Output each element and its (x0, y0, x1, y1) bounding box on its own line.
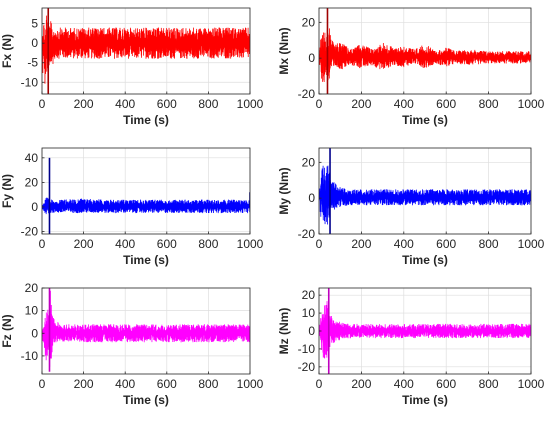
series-line-0 (319, 28, 531, 83)
y-axis-label: Fx (N) (0, 34, 14, 68)
x-tick-label: 800 (479, 237, 499, 251)
x-tick-label: 0 (39, 237, 46, 251)
x-tick-label: 600 (436, 237, 456, 251)
series-line-0 (319, 301, 531, 359)
x-axis-label: Time (s) (123, 253, 169, 267)
series-line-0 (42, 197, 250, 215)
y-axis-label: Mx (Nm) (277, 27, 291, 74)
x-tick-label: 1000 (237, 97, 264, 111)
x-tick-label: 600 (157, 237, 177, 251)
x-axis-label: Time (s) (123, 113, 169, 127)
x-tick-label: 800 (198, 97, 218, 111)
y-tick-label: -20 (298, 87, 316, 101)
x-tick-label: 600 (436, 97, 456, 111)
y-tick-label: 10 (25, 304, 39, 318)
axes-box (318, 7, 532, 95)
x-tick-label: 200 (351, 237, 371, 251)
x-tick-label: 200 (351, 97, 371, 111)
y-tick-label: 0 (31, 326, 38, 340)
series-group (42, 288, 250, 372)
series-line-0 (42, 290, 250, 367)
y-tick-label: -5 (27, 56, 38, 70)
axes-box (41, 147, 251, 235)
series-line-0 (319, 165, 531, 225)
y-tick-label: -10 (21, 75, 39, 89)
x-tick-label: 400 (394, 97, 414, 111)
y-tick-label: 0 (308, 51, 315, 65)
x-axis-label: Time (s) (402, 393, 448, 407)
x-tick-label: 200 (351, 377, 371, 391)
y-tick-label: -20 (21, 225, 39, 239)
y-tick-label: -10 (298, 342, 316, 356)
x-tick-label: 400 (115, 97, 135, 111)
x-tick-label: 200 (74, 97, 94, 111)
x-tick-label: 1000 (518, 237, 545, 251)
y-tick-label: 0 (308, 191, 315, 205)
x-tick-label: 1000 (518, 377, 545, 391)
series-group (42, 157, 250, 234)
x-tick-label: 1000 (518, 97, 545, 111)
y-tick-label: 20 (302, 288, 316, 302)
subplot-0: 0 200 400 600 800 1000 -10 -5 0 5 Time (s) Fx (N) (0, 7, 264, 127)
y-axis-label: Fy (N) (0, 174, 14, 208)
y-tick-label: -20 (298, 360, 316, 374)
x-tick-label: 400 (394, 377, 414, 391)
plot-area (42, 148, 250, 234)
x-tick-label: 0 (39, 377, 46, 391)
subplot-5: 0 200 400 600 800 1000 -20 -10 0 10 20 Time (s) Mz (… (277, 287, 545, 407)
x-tick-label: 600 (157, 97, 177, 111)
series-group (319, 148, 531, 234)
series-group (42, 8, 250, 94)
axes-box (41, 287, 251, 375)
y-tick-label: 10 (302, 306, 316, 320)
y-tick-label: 0 (31, 200, 38, 214)
y-tick-label: 0 (31, 36, 38, 50)
y-tick-label: 0 (308, 324, 315, 338)
x-axis-label: Time (s) (402, 113, 448, 127)
y-tick-label: 5 (31, 17, 38, 31)
y-tick-label: -10 (21, 349, 39, 363)
x-tick-label: 200 (74, 237, 94, 251)
x-axis-label: Time (s) (123, 393, 169, 407)
axes-box (41, 7, 251, 95)
y-tick-label: -20 (298, 227, 316, 241)
x-tick-label: 800 (479, 97, 499, 111)
x-tick-label: 800 (479, 377, 499, 391)
y-tick-label: 20 (25, 281, 39, 295)
x-tick-label: 600 (436, 377, 456, 391)
x-axis-label: Time (s) (402, 253, 448, 267)
y-axis-label: My (Nm) (277, 167, 291, 214)
x-tick-label: 0 (316, 377, 323, 391)
x-tick-label: 0 (316, 237, 323, 251)
axes-box (318, 147, 532, 235)
y-tick-label: 20 (25, 175, 39, 189)
x-tick-label: 0 (316, 97, 323, 111)
x-tick-label: 400 (115, 377, 135, 391)
x-tick-label: 400 (115, 237, 135, 251)
x-tick-label: 600 (157, 377, 177, 391)
y-tick-label: 20 (302, 15, 316, 29)
x-tick-label: 200 (74, 377, 94, 391)
x-tick-label: 400 (394, 237, 414, 251)
x-tick-label: 1000 (237, 377, 264, 391)
y-tick-label: 20 (302, 155, 316, 169)
x-tick-label: 800 (198, 237, 218, 251)
y-tick-label: 40 (25, 151, 39, 165)
x-tick-label: 800 (198, 377, 218, 391)
series-group (319, 288, 531, 374)
y-axis-label: Fz (N) (0, 314, 14, 347)
y-axis-label: Mz (Nm) (277, 308, 291, 355)
x-tick-label: 0 (39, 97, 46, 111)
series-group (319, 8, 531, 94)
series-line-0 (42, 15, 250, 84)
x-tick-label: 1000 (237, 237, 264, 251)
